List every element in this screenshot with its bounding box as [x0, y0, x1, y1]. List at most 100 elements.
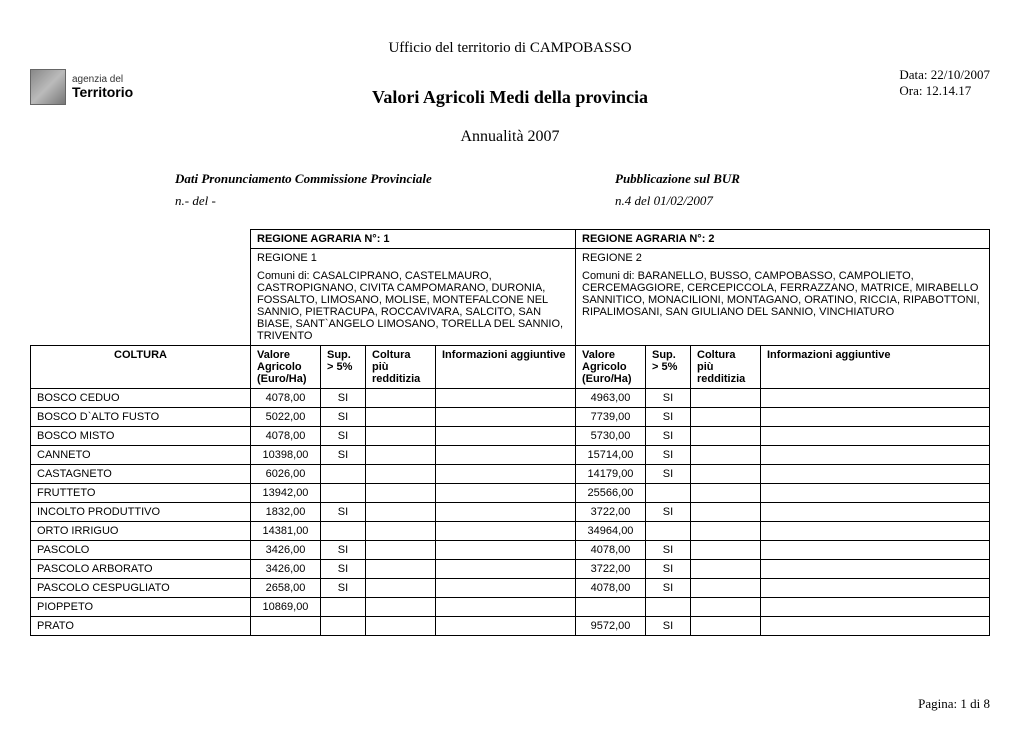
meta-left-value: n.- del - [175, 193, 615, 209]
cell-v1: 6026,00 [251, 465, 321, 484]
cell-s2: SI [646, 617, 691, 636]
cell-s1: SI [321, 541, 366, 560]
region2-comuni: Comuni di: BARANELLO, BUSSO, CAMPOBASSO,… [576, 267, 990, 346]
cell-s2: SI [646, 503, 691, 522]
table-row: PIOPPETO10869,00 [31, 598, 990, 617]
cell-r1 [366, 522, 436, 541]
cell-v1: 13942,00 [251, 484, 321, 503]
cell-r1 [366, 389, 436, 408]
cell-s1 [321, 598, 366, 617]
cell-v2: 14179,00 [576, 465, 646, 484]
cell-r2 [691, 598, 761, 617]
cell-coltura: CASTAGNETO [31, 465, 251, 484]
cell-v2 [576, 598, 646, 617]
page-footer: Pagina: 1 di 8 [30, 696, 990, 712]
meta-right-label: Pubblicazione sul BUR [615, 171, 740, 187]
cell-coltura: BOSCO MISTO [31, 427, 251, 446]
cell-s2: SI [646, 541, 691, 560]
cell-i1 [436, 522, 576, 541]
cell-r1 [366, 560, 436, 579]
col-info-2: Informazioni aggiuntive [761, 346, 990, 389]
table-row: PASCOLO CESPUGLIATO2658,00SI4078,00SI [31, 579, 990, 598]
col-info-1: Informazioni aggiuntive [436, 346, 576, 389]
col-reddit-1: Coltura più redditizia [366, 346, 436, 389]
cell-coltura: PASCOLO [31, 541, 251, 560]
region1-comuni: Comuni di: CASALCIPRANO, CASTELMAURO, CA… [251, 267, 576, 346]
time-text: Ora: 12.14.17 [899, 83, 990, 99]
cell-s1: SI [321, 408, 366, 427]
cell-v2: 4078,00 [576, 541, 646, 560]
cell-r1 [366, 579, 436, 598]
cell-i2 [761, 579, 990, 598]
cell-v1: 4078,00 [251, 427, 321, 446]
date-time-block: Data: 22/10/2007 Ora: 12.14.17 [899, 67, 990, 99]
cell-r1 [366, 503, 436, 522]
cell-coltura: FRUTTETO [31, 484, 251, 503]
cell-s2: SI [646, 579, 691, 598]
cell-i1 [436, 465, 576, 484]
region1-name: REGIONE 1 [251, 249, 576, 268]
table-row: CANNETO10398,00SI15714,00SI [31, 446, 990, 465]
cell-i2 [761, 484, 990, 503]
table-row: PASCOLO ARBORATO3426,00SI3722,00SI [31, 560, 990, 579]
table-row: BOSCO MISTO4078,00SI5730,00SI [31, 427, 990, 446]
cell-v2: 3722,00 [576, 560, 646, 579]
cell-v2: 5730,00 [576, 427, 646, 446]
cell-s2: SI [646, 408, 691, 427]
cell-s2: SI [646, 389, 691, 408]
meta-right-value: n.4 del 01/02/2007 [615, 193, 713, 209]
cell-r1 [366, 465, 436, 484]
table-row: PRATO9572,00SI [31, 617, 990, 636]
cell-r1 [366, 427, 436, 446]
cell-i1 [436, 579, 576, 598]
cell-s2 [646, 522, 691, 541]
cell-r2 [691, 541, 761, 560]
region1-header: REGIONE AGRARIA N°: 1 [251, 230, 576, 249]
data-table: REGIONE AGRARIA N°: 1 REGIONE AGRARIA N°… [30, 229, 990, 636]
table-row: PASCOLO3426,00SI4078,00SI [31, 541, 990, 560]
cell-r2 [691, 408, 761, 427]
cell-i1 [436, 617, 576, 636]
cell-r2 [691, 522, 761, 541]
cell-s2: SI [646, 427, 691, 446]
cell-coltura: CANNETO [31, 446, 251, 465]
cell-i1 [436, 503, 576, 522]
cell-v1: 10869,00 [251, 598, 321, 617]
cell-v1: 10398,00 [251, 446, 321, 465]
cell-i2 [761, 598, 990, 617]
col-sup-2: Sup. > 5% [646, 346, 691, 389]
cell-i1 [436, 408, 576, 427]
cell-s1 [321, 522, 366, 541]
cell-i1 [436, 484, 576, 503]
cell-i2 [761, 389, 990, 408]
cell-v2: 4963,00 [576, 389, 646, 408]
meta-labels-row: Dati Pronunciamento Commissione Provinci… [175, 171, 990, 187]
cell-r1 [366, 408, 436, 427]
table-row: CASTAGNETO6026,0014179,00SI [31, 465, 990, 484]
cell-i2 [761, 465, 990, 484]
cell-i2 [761, 617, 990, 636]
cell-coltura: PASCOLO CESPUGLIATO [31, 579, 251, 598]
meta-values-row: n.- del - n.4 del 01/02/2007 [175, 193, 990, 209]
cell-i1 [436, 389, 576, 408]
office-header: Ufficio del territorio di CAMPOBASSO [30, 40, 990, 57]
cell-i1 [436, 598, 576, 617]
cell-v1: 3426,00 [251, 560, 321, 579]
cell-i2 [761, 503, 990, 522]
cell-coltura: ORTO IRRIGUO [31, 522, 251, 541]
logo-big-text: Territorio [72, 85, 133, 100]
cell-v2: 4078,00 [576, 579, 646, 598]
cell-v1: 1832,00 [251, 503, 321, 522]
cell-r2 [691, 560, 761, 579]
date-text: Data: 22/10/2007 [899, 67, 990, 83]
cell-s2: SI [646, 560, 691, 579]
cell-v2: 9572,00 [576, 617, 646, 636]
cell-r2 [691, 484, 761, 503]
column-headers: COLTURA Valore Agricolo (Euro/Ha) Sup. >… [31, 346, 990, 389]
agency-logo: agenzia del Territorio [30, 67, 150, 107]
cell-i1 [436, 427, 576, 446]
cell-v1 [251, 617, 321, 636]
table-row: BOSCO CEDUO4078,00SI4963,00SI [31, 389, 990, 408]
cell-coltura: PIOPPETO [31, 598, 251, 617]
cell-r2 [691, 427, 761, 446]
